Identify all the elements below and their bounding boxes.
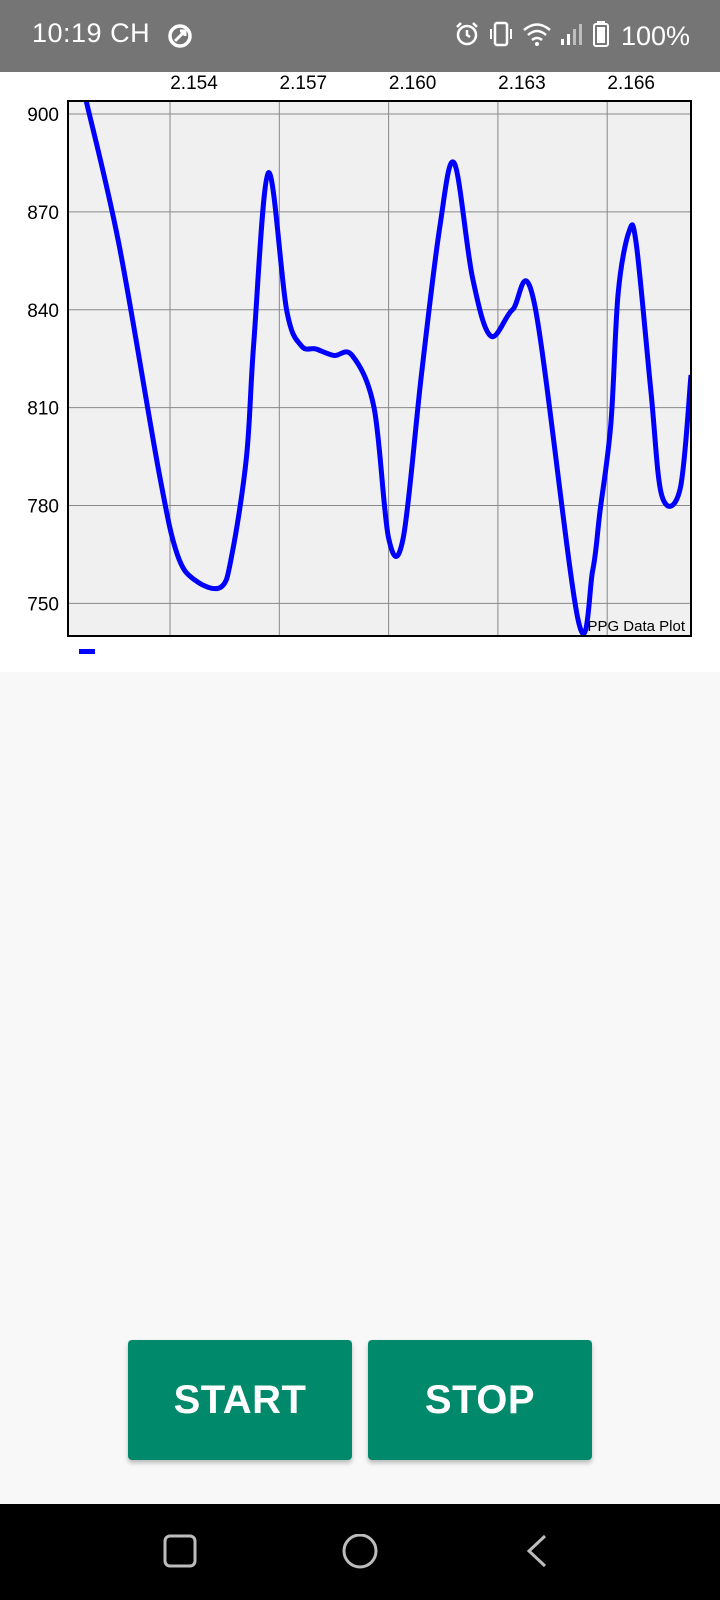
series-layer <box>83 101 691 636</box>
ppg-chart: 2.154 2.157 2.160 2.163 2.166 900 870 840 810 78… <box>27 73 692 654</box>
status-time: 10:19 CH <box>32 18 151 48</box>
vibrate-icon <box>487 20 515 53</box>
series-line <box>83 101 691 636</box>
x-tick-labels: 2.154 2.157 2.160 2.163 2.166 <box>170 73 655 94</box>
battery-icon <box>592 20 610 53</box>
x-tick-label: 2.154 <box>170 73 218 94</box>
y-tick-label: 750 <box>27 594 59 615</box>
y-tick-label: 870 <box>27 203 59 224</box>
battery-percent: 100% <box>620 20 690 51</box>
status-icons: 100% <box>454 18 690 54</box>
stop-button[interactable]: STOP <box>368 1340 592 1460</box>
recents-icon[interactable] <box>163 1534 197 1573</box>
x-tick-label: 2.157 <box>280 73 328 94</box>
chart-area: 2.154 2.157 2.160 2.163 2.166 900 870 840 810 78… <box>0 72 720 672</box>
y-tick-label: 900 <box>27 105 59 126</box>
plot-border <box>67 100 692 637</box>
signal-icon <box>559 21 585 52</box>
y-tick-labels: 900 870 840 810 780 750 <box>27 105 59 615</box>
chart-title: PPG Data Plot <box>587 618 685 635</box>
data-saver-icon <box>166 22 194 55</box>
x-tick-label: 2.160 <box>389 73 437 94</box>
x-tick-label: 2.166 <box>607 73 655 94</box>
x-tick-label: 2.163 <box>498 73 546 94</box>
home-icon[interactable] <box>341 1533 379 1577</box>
status-bar: 10:19 CH <box>0 0 720 72</box>
button-row: START STOP <box>0 1340 720 1460</box>
back-icon[interactable] <box>525 1534 549 1573</box>
alarm-icon <box>454 20 480 53</box>
y-tick-label: 840 <box>27 301 59 322</box>
y-tick-label: 810 <box>27 399 59 420</box>
wifi-icon <box>522 21 552 52</box>
legend-swatch <box>79 649 95 654</box>
start-button[interactable]: START <box>128 1340 352 1460</box>
y-tick-label: 780 <box>27 497 59 518</box>
plot-background <box>68 101 691 636</box>
navigation-bar <box>0 1504 720 1600</box>
